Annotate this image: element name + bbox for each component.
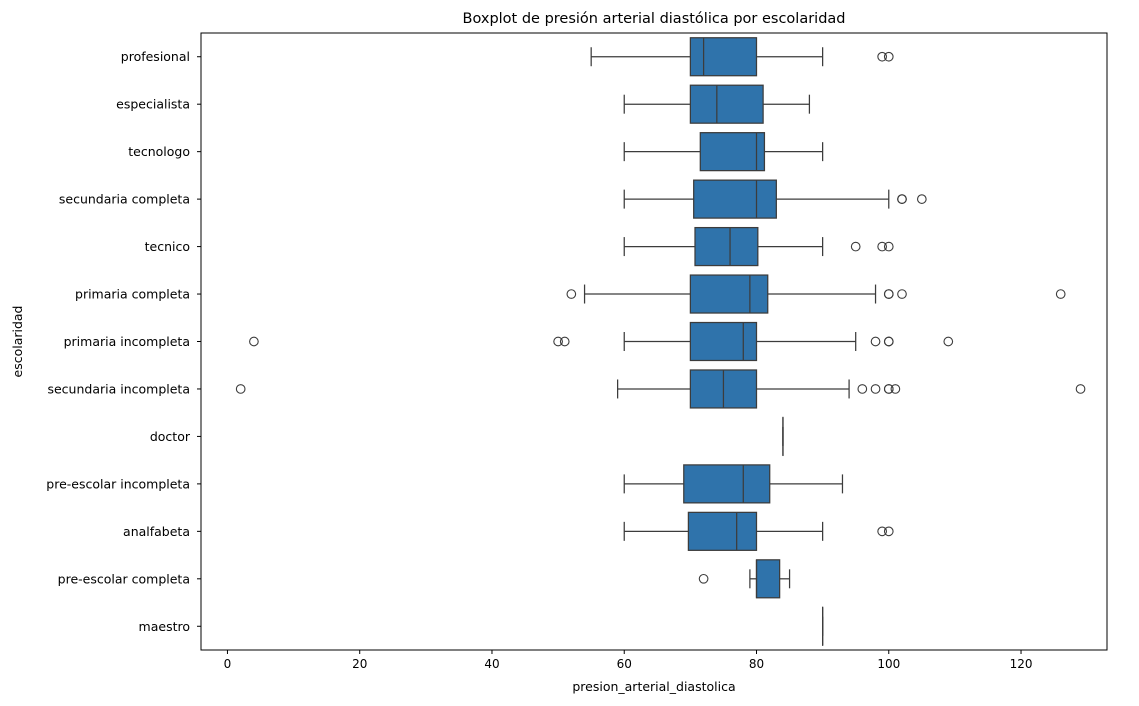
boxes-layer	[236, 38, 1084, 646]
x-tick-label: 20	[352, 657, 367, 671]
x-tick-label: 60	[617, 657, 632, 671]
box-iqr	[690, 38, 756, 76]
box-group	[624, 180, 926, 218]
box-iqr	[690, 85, 763, 123]
box-iqr	[690, 275, 767, 313]
outlier-point	[699, 575, 708, 584]
outlier-point	[944, 337, 953, 346]
outlier-point	[884, 52, 893, 61]
y-axis-label: escolaridad	[10, 306, 25, 378]
box-group	[624, 228, 893, 266]
y-tick-label: pre-escolar incompleta	[46, 476, 190, 491]
box-group	[624, 512, 893, 550]
outlier-point	[1076, 385, 1085, 394]
outlier-point	[250, 337, 259, 346]
y-tick-label: maestro	[139, 619, 190, 634]
x-tick-label: 120	[1010, 657, 1033, 671]
outlier-point	[851, 242, 860, 251]
x-tick-label: 80	[749, 657, 764, 671]
x-tick-label: 40	[484, 657, 499, 671]
outlier-point	[858, 385, 867, 394]
box-iqr	[684, 465, 770, 503]
outlier-point	[236, 385, 245, 394]
outlier-point	[884, 242, 893, 251]
box-iqr	[695, 228, 758, 266]
box-group	[250, 323, 953, 361]
y-tick-label: pre-escolar completa	[58, 571, 190, 586]
outlier-point	[871, 337, 880, 346]
box-iqr	[757, 560, 780, 598]
outlier-point	[884, 290, 893, 299]
box-group	[699, 560, 789, 598]
y-tick-label: profesional	[121, 49, 190, 64]
outlier-point	[898, 195, 907, 204]
box-group	[624, 465, 842, 503]
y-tick-label: tecnologo	[128, 144, 190, 159]
box-iqr	[694, 180, 777, 218]
x-tick-label: 0	[224, 657, 232, 671]
outlier-point	[898, 290, 907, 299]
outlier-point	[891, 385, 900, 394]
y-tick-label: secundaria completa	[59, 192, 190, 207]
y-tick-label: especialista	[116, 97, 190, 112]
box-iqr	[700, 133, 764, 171]
outlier-point	[1056, 290, 1065, 299]
x-axis-label: presion_arterial_diastolica	[572, 679, 735, 694]
y-ticks: profesional especialista tecnologo secundar…	[46, 49, 201, 634]
outlier-point	[884, 337, 893, 346]
y-tick-label: doctor	[150, 429, 191, 444]
box-group	[236, 370, 1084, 408]
x-tick-label: 100	[877, 657, 900, 671]
y-tick-label: analfabeta	[123, 524, 190, 539]
outlier-point	[884, 527, 893, 536]
x-ticks: 0 20 40 60 80 100 120	[224, 650, 1033, 671]
box-group	[624, 85, 809, 123]
y-tick-label: primaria completa	[75, 287, 190, 302]
box-group	[567, 275, 1065, 313]
outlier-point	[560, 337, 569, 346]
box-iqr	[690, 323, 756, 361]
y-tick-label: primaria incompleta	[64, 334, 190, 349]
outlier-point	[871, 385, 880, 394]
y-tick-label: secundaria incompleta	[47, 381, 190, 396]
box-iqr	[688, 512, 756, 550]
outlier-point	[918, 195, 927, 204]
box-group	[624, 133, 822, 171]
y-tick-label: tecnico	[145, 239, 190, 254]
chart-title: Boxplot de presión arterial diastólica p…	[463, 11, 846, 27]
outlier-point	[567, 290, 576, 299]
box-group	[591, 38, 893, 76]
